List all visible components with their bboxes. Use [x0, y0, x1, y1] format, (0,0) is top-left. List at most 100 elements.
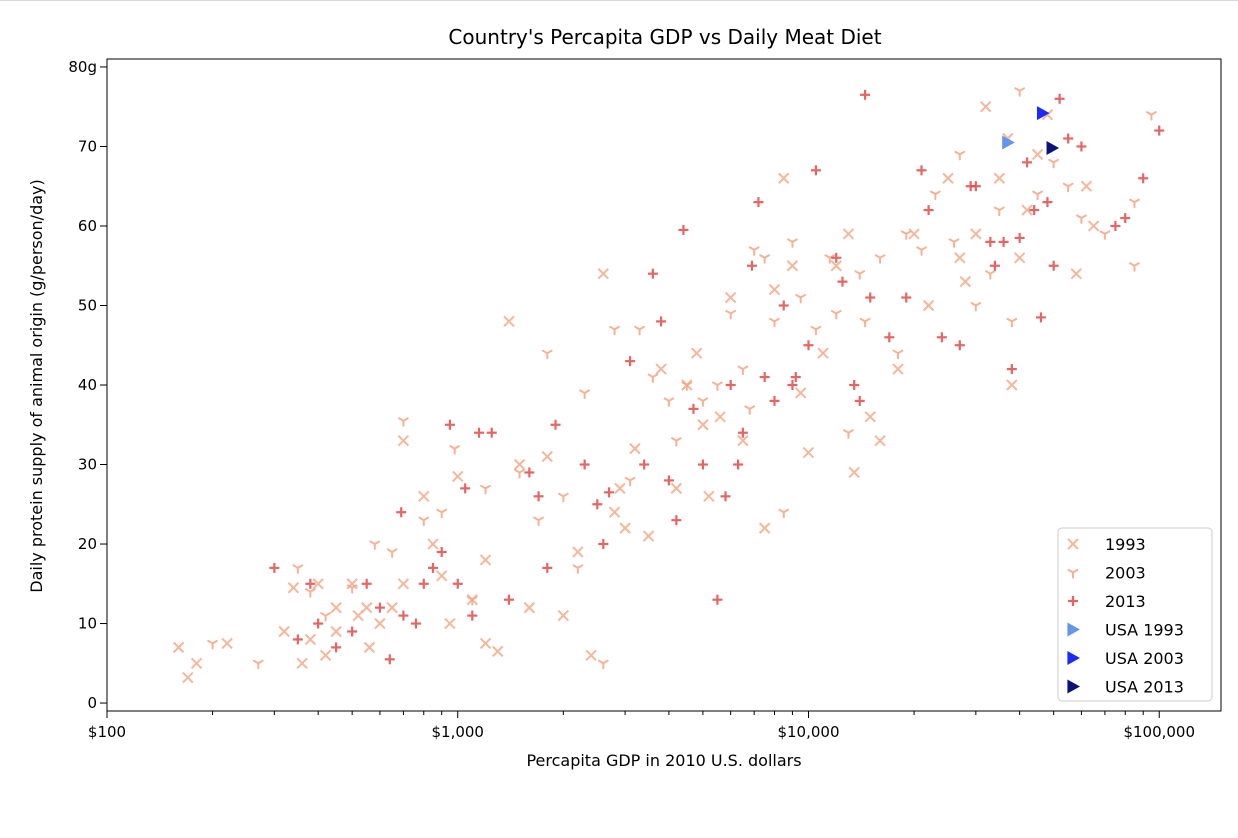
data-point	[1014, 87, 1026, 97]
data-point	[346, 584, 358, 594]
series-usa-1993	[1002, 135, 1015, 150]
legend-label: USA 2013	[1105, 678, 1184, 697]
data-point	[449, 445, 461, 455]
data-point	[486, 427, 497, 438]
data-point	[859, 317, 871, 328]
x-tick-label: $100	[88, 723, 126, 741]
data-point	[319, 649, 332, 662]
data-point	[452, 470, 464, 483]
data-point	[598, 539, 609, 550]
data-point	[625, 356, 636, 367]
data-point	[1013, 252, 1026, 264]
data-point	[1036, 106, 1050, 121]
data-point	[1022, 157, 1033, 168]
data-point	[305, 588, 316, 598]
data-point	[916, 165, 927, 176]
data-point	[480, 484, 491, 495]
data-point	[892, 363, 904, 375]
series-usa-2003	[1036, 106, 1050, 121]
series-usa-2013	[1046, 141, 1060, 156]
data-point	[830, 309, 842, 320]
data-point	[748, 246, 760, 256]
data-point	[550, 419, 561, 430]
data-point	[557, 492, 569, 503]
data-point	[647, 373, 659, 384]
data-point	[725, 380, 736, 390]
data-point	[1138, 173, 1149, 184]
data-point	[1032, 190, 1043, 201]
data-point	[1087, 220, 1100, 232]
data-point	[572, 564, 584, 574]
data-point	[347, 626, 358, 637]
data-point	[733, 459, 744, 470]
data-point	[922, 299, 935, 312]
top-rule	[0, 0, 1238, 1]
data-point	[959, 275, 972, 288]
data-point	[418, 578, 429, 589]
data-point	[269, 562, 280, 573]
data-point	[884, 332, 895, 343]
data-point	[930, 190, 941, 201]
data-point	[363, 641, 376, 654]
data-point	[795, 294, 807, 304]
data-point	[252, 659, 264, 670]
data-point	[287, 582, 300, 594]
data-point	[592, 499, 603, 510]
data-point	[1048, 158, 1060, 169]
data-point	[172, 641, 185, 654]
legend-marker	[1067, 538, 1079, 550]
data-point	[936, 332, 947, 343]
data-point	[848, 466, 860, 479]
data-point	[330, 601, 342, 614]
data-point	[579, 459, 590, 470]
legend-item: 1993	[1067, 535, 1146, 554]
data-point	[624, 476, 636, 487]
data-point	[725, 309, 737, 320]
data-point	[557, 609, 570, 622]
data-point	[948, 238, 960, 248]
data-point	[572, 546, 584, 558]
data-point	[688, 403, 699, 414]
data-point	[989, 260, 1000, 271]
legend-marker	[1067, 679, 1080, 694]
data-point	[398, 417, 409, 427]
series-1993	[172, 101, 1100, 684]
data-point	[854, 270, 866, 280]
data-point	[467, 610, 478, 621]
data-point	[312, 578, 324, 590]
data-point	[1076, 214, 1087, 225]
data-point	[444, 617, 456, 630]
data-point	[1002, 135, 1015, 150]
data-point	[712, 381, 723, 391]
data-point	[678, 224, 689, 235]
legend-label: 2013	[1105, 592, 1146, 611]
data-point	[697, 459, 708, 470]
data-point	[609, 325, 620, 336]
data-point	[542, 562, 553, 573]
data-point	[810, 165, 821, 176]
data-point	[1048, 260, 1059, 271]
data-point	[474, 427, 485, 438]
data-point	[787, 238, 798, 248]
data-point	[892, 349, 904, 360]
data-point	[330, 625, 342, 638]
data-point	[655, 363, 667, 375]
data-point	[671, 515, 682, 526]
x-axis-label: Percapita GDP in 2010 U.S. dollars	[526, 751, 801, 770]
data-point	[817, 347, 829, 359]
data-point	[769, 317, 780, 328]
data-point	[778, 508, 790, 519]
legend-marker	[1068, 596, 1078, 606]
data-point	[1035, 312, 1046, 323]
x-tick-label: $1,000	[431, 723, 484, 741]
data-point	[842, 228, 855, 240]
data-point	[1054, 93, 1065, 104]
data-point	[533, 491, 544, 502]
data-point	[360, 601, 373, 614]
data-point	[305, 578, 316, 589]
data-point	[854, 395, 865, 406]
data-point	[993, 172, 1006, 184]
data-point	[503, 594, 514, 605]
data-point	[427, 562, 438, 573]
